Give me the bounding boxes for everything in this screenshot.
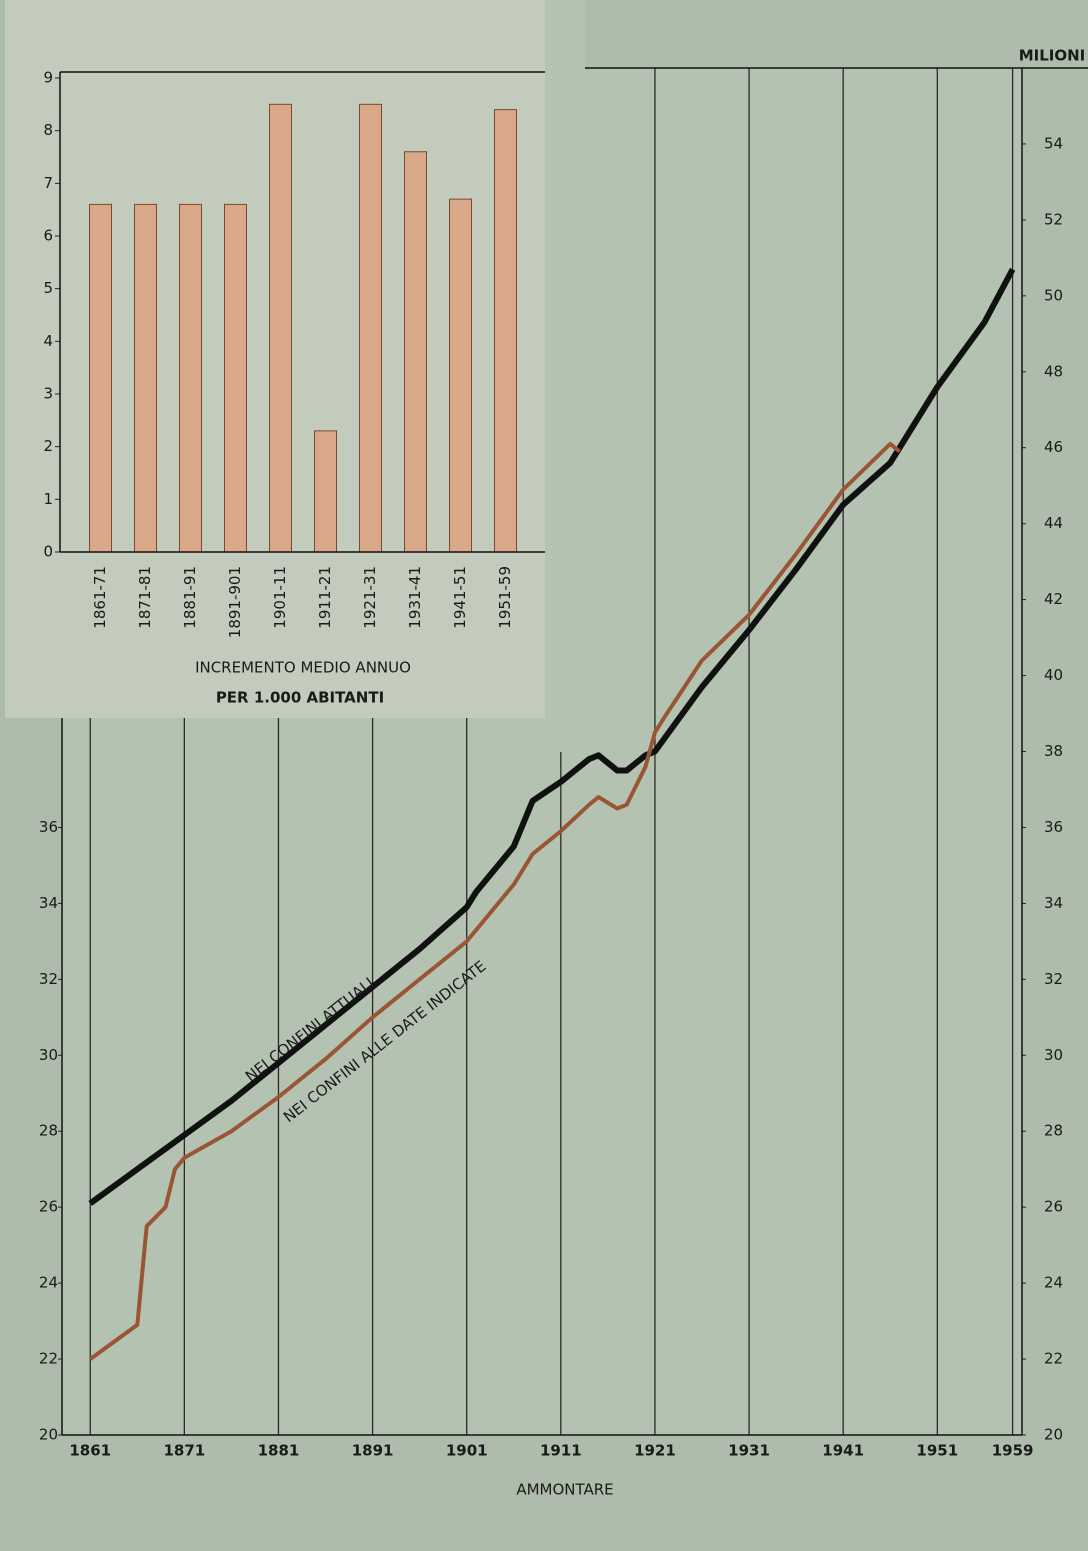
x-tick-label: 1911-21 xyxy=(316,566,334,629)
x-tick-label: 1941 xyxy=(822,1442,864,1460)
x-tick-label: 1931-41 xyxy=(406,566,424,629)
bar xyxy=(404,151,427,553)
y-tick-label: 30 xyxy=(39,1046,58,1064)
bar xyxy=(494,109,517,553)
bar xyxy=(269,103,292,553)
y-tick-label: 22 xyxy=(39,1350,58,1368)
bar xyxy=(224,203,247,553)
x-tick-label: 1921-31 xyxy=(361,566,379,629)
series-line xyxy=(89,441,901,1361)
y2-tick-label: 54 xyxy=(1044,134,1063,152)
y2-tick-label: 44 xyxy=(1044,514,1063,532)
y-tick-label: 36 xyxy=(39,818,58,836)
y-tick-label: 7 xyxy=(43,174,53,192)
x-tick-label: 1901-11 xyxy=(271,566,289,629)
y2-tick-label: 42 xyxy=(1044,590,1063,608)
y-tick-label: 8 xyxy=(43,121,53,139)
inset-panel xyxy=(545,0,585,752)
bar xyxy=(134,203,157,553)
x-tick-label: 1891 xyxy=(352,1442,394,1460)
x-tick-label: 1881 xyxy=(258,1442,300,1460)
x-tick-label: 1921 xyxy=(634,1442,676,1460)
x-axis-label: AMMONTARE xyxy=(516,1481,613,1499)
bar xyxy=(179,203,202,553)
y-tick-label: 6 xyxy=(43,227,53,245)
y-tick-label: 34 xyxy=(39,894,58,912)
y2-tick-label: 48 xyxy=(1044,362,1063,380)
y-tick-label: 5 xyxy=(43,279,53,297)
y2-tick-label: 50 xyxy=(1044,286,1063,304)
x-tick-label: 1941-51 xyxy=(451,566,469,629)
y2-tick-label: 34 xyxy=(1044,894,1063,912)
y2-tick-label: 30 xyxy=(1044,1046,1063,1064)
x-tick-label: 1931 xyxy=(728,1442,770,1460)
y2-tick-label: 38 xyxy=(1044,742,1063,760)
y2-tick-label: 22 xyxy=(1044,1350,1063,1368)
y2-tick-label: 52 xyxy=(1044,210,1063,228)
y-tick-label: 9 xyxy=(43,69,53,87)
y-tick-label: 28 xyxy=(39,1122,58,1140)
chart-title: INCREMENTO MEDIO ANNUO xyxy=(195,659,411,677)
y2-tick-label: 36 xyxy=(1044,818,1063,836)
x-tick-label: 1959 xyxy=(992,1442,1034,1460)
x-tick-label: 1891-901 xyxy=(226,566,244,638)
y2-axis-label: MILIONI xyxy=(1019,47,1086,65)
y2-tick-label: 40 xyxy=(1044,666,1063,684)
y-tick-label: 0 xyxy=(43,543,53,561)
y2-tick-label: 26 xyxy=(1044,1198,1063,1216)
y-tick-label: 1 xyxy=(43,490,53,508)
bar xyxy=(449,198,472,553)
x-tick-label: 1861-71 xyxy=(91,566,109,629)
bar xyxy=(359,103,382,553)
x-tick-label: 1951-59 xyxy=(496,566,514,629)
y2-tick-label: 46 xyxy=(1044,438,1063,456)
x-tick-label: 1871 xyxy=(163,1442,205,1460)
bar xyxy=(314,430,337,553)
y-tick-label: 4 xyxy=(43,332,53,350)
series-line xyxy=(88,267,1016,1206)
y-tick-label: 3 xyxy=(43,385,53,403)
bar-chart: 0 1 2 3 4 5 6 7 8 9 1861-71 1871-81 1881-91 1891-901 1… xyxy=(5,0,585,752)
y-tick-label: 32 xyxy=(39,970,58,988)
y2-tick-label: 28 xyxy=(1044,1122,1063,1140)
y-tick-label: 2 xyxy=(43,437,53,455)
y2-tick-label: 24 xyxy=(1044,1274,1063,1292)
x-tick-label: 1951 xyxy=(916,1442,958,1460)
chart-subtitle: PER 1.000 ABITANTI xyxy=(216,689,384,707)
bar xyxy=(89,203,112,553)
y2-tick-label: 32 xyxy=(1044,970,1063,988)
x-tick-label: 1881-91 xyxy=(181,566,199,629)
x-tick-label: 1901 xyxy=(446,1442,488,1460)
y-tick-label: 26 xyxy=(39,1198,58,1216)
y-tick-label: 24 xyxy=(39,1274,58,1292)
x-tick-label: 1911 xyxy=(540,1442,582,1460)
y2-tick-label: 20 xyxy=(1044,1426,1063,1444)
x-tick-label: 1871-81 xyxy=(136,566,154,629)
x-tick-label: 1861 xyxy=(69,1442,111,1460)
y-tick-label: 20 xyxy=(39,1426,58,1444)
